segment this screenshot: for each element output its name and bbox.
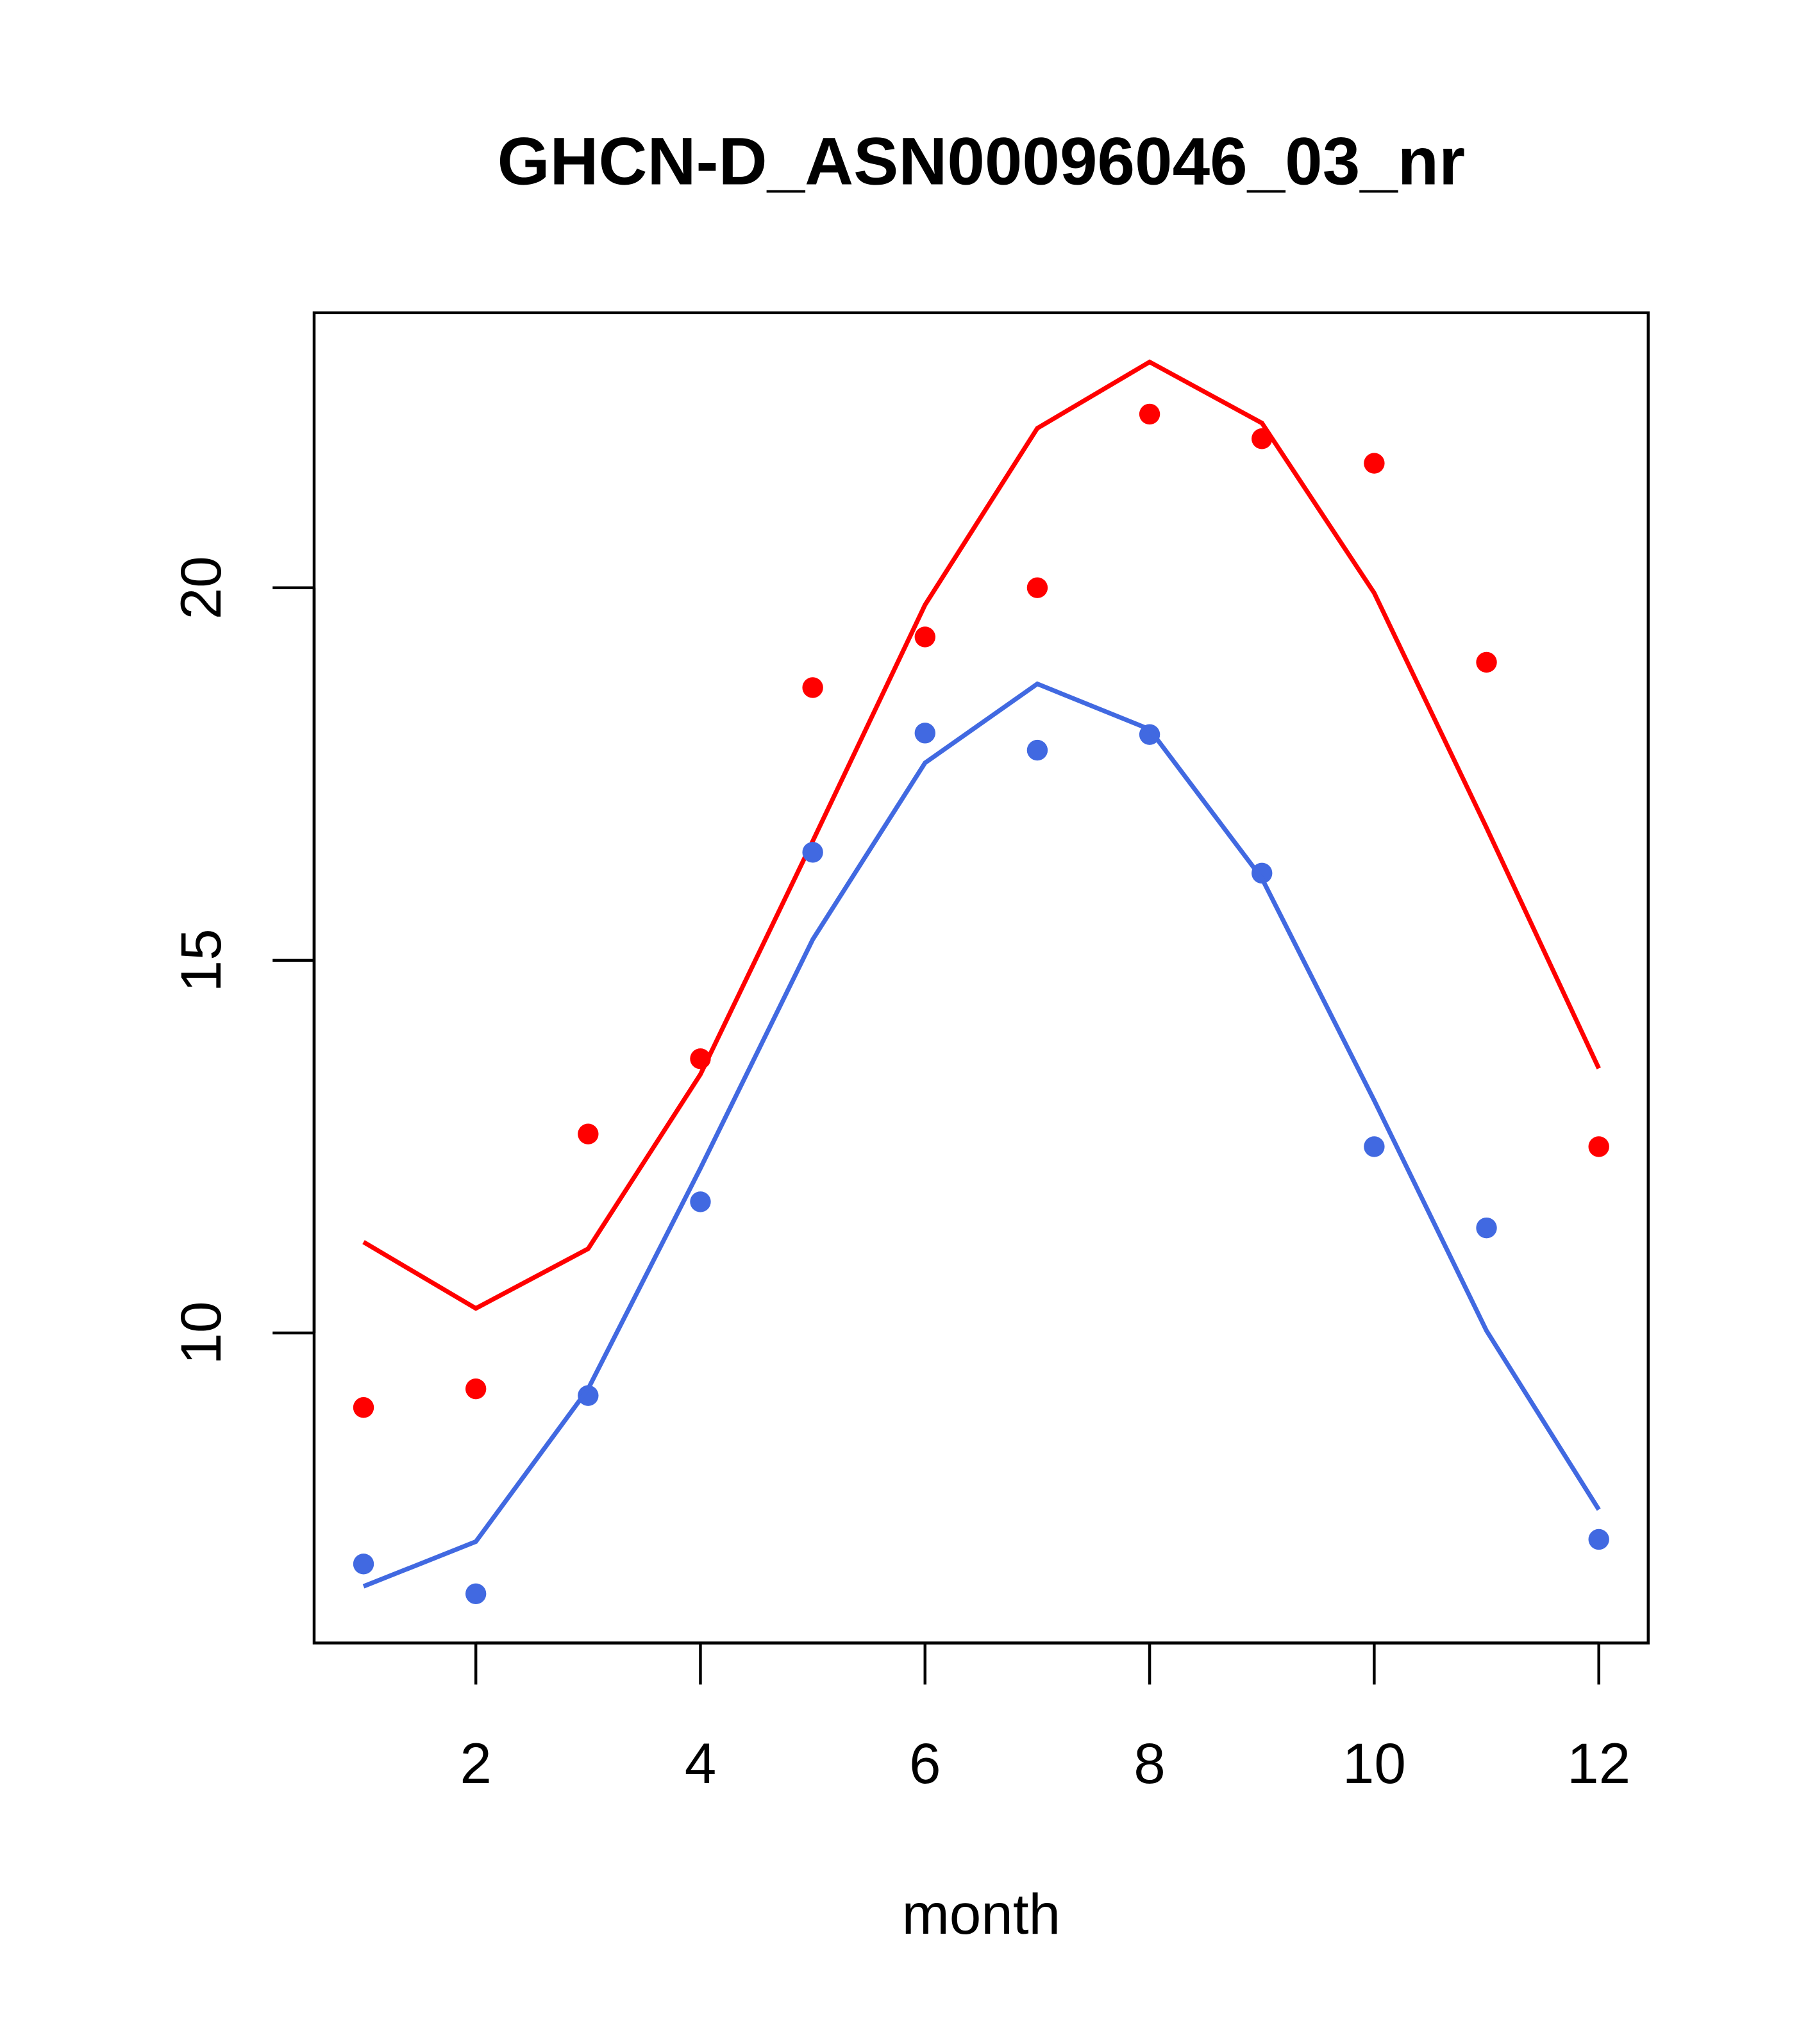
red-point — [578, 1123, 599, 1144]
red-point — [353, 1397, 374, 1418]
blue-point — [802, 842, 823, 863]
red-point — [914, 626, 935, 648]
blue-point — [914, 723, 935, 744]
chart-title: GHCN-D_ASN00096046_03_nr — [498, 124, 1465, 199]
red-line-series — [362, 359, 1601, 1311]
y-tick-label: 10 — [169, 1301, 233, 1364]
blue-point — [353, 1554, 374, 1575]
plot-marks — [353, 359, 1609, 1605]
y-tick-label: 20 — [169, 556, 233, 619]
blue-point — [1588, 1529, 1609, 1550]
red-point — [465, 1378, 487, 1400]
x-tick-label: 12 — [1567, 1731, 1630, 1795]
y-axis: 10 15 20 — [169, 556, 316, 1365]
blue-point — [465, 1583, 487, 1605]
x-tick-label: 4 — [685, 1731, 717, 1795]
red-point — [1139, 403, 1160, 425]
blue-line-series — [362, 681, 1601, 1589]
red-point — [1364, 453, 1385, 474]
plot-frame — [312, 311, 1650, 1645]
blue-point — [1476, 1217, 1497, 1239]
blue-point — [690, 1191, 711, 1212]
red-point — [1476, 651, 1497, 673]
blue-point — [1026, 739, 1048, 761]
x-tick-label: 2 — [460, 1731, 492, 1795]
y-tick-label: 15 — [169, 928, 233, 992]
x-tick-label: 6 — [909, 1731, 941, 1795]
x-axis: 2 4 6 8 10 12 — [460, 1641, 1630, 1795]
x-axis-label: month — [902, 1882, 1061, 1946]
red-point — [1588, 1136, 1609, 1157]
x-tick-label: 10 — [1343, 1731, 1406, 1795]
blue-point — [578, 1385, 599, 1406]
blue-point — [1364, 1136, 1385, 1157]
red-point — [1026, 577, 1048, 598]
x-tick-label: 8 — [1134, 1731, 1166, 1795]
red-point — [802, 677, 823, 698]
